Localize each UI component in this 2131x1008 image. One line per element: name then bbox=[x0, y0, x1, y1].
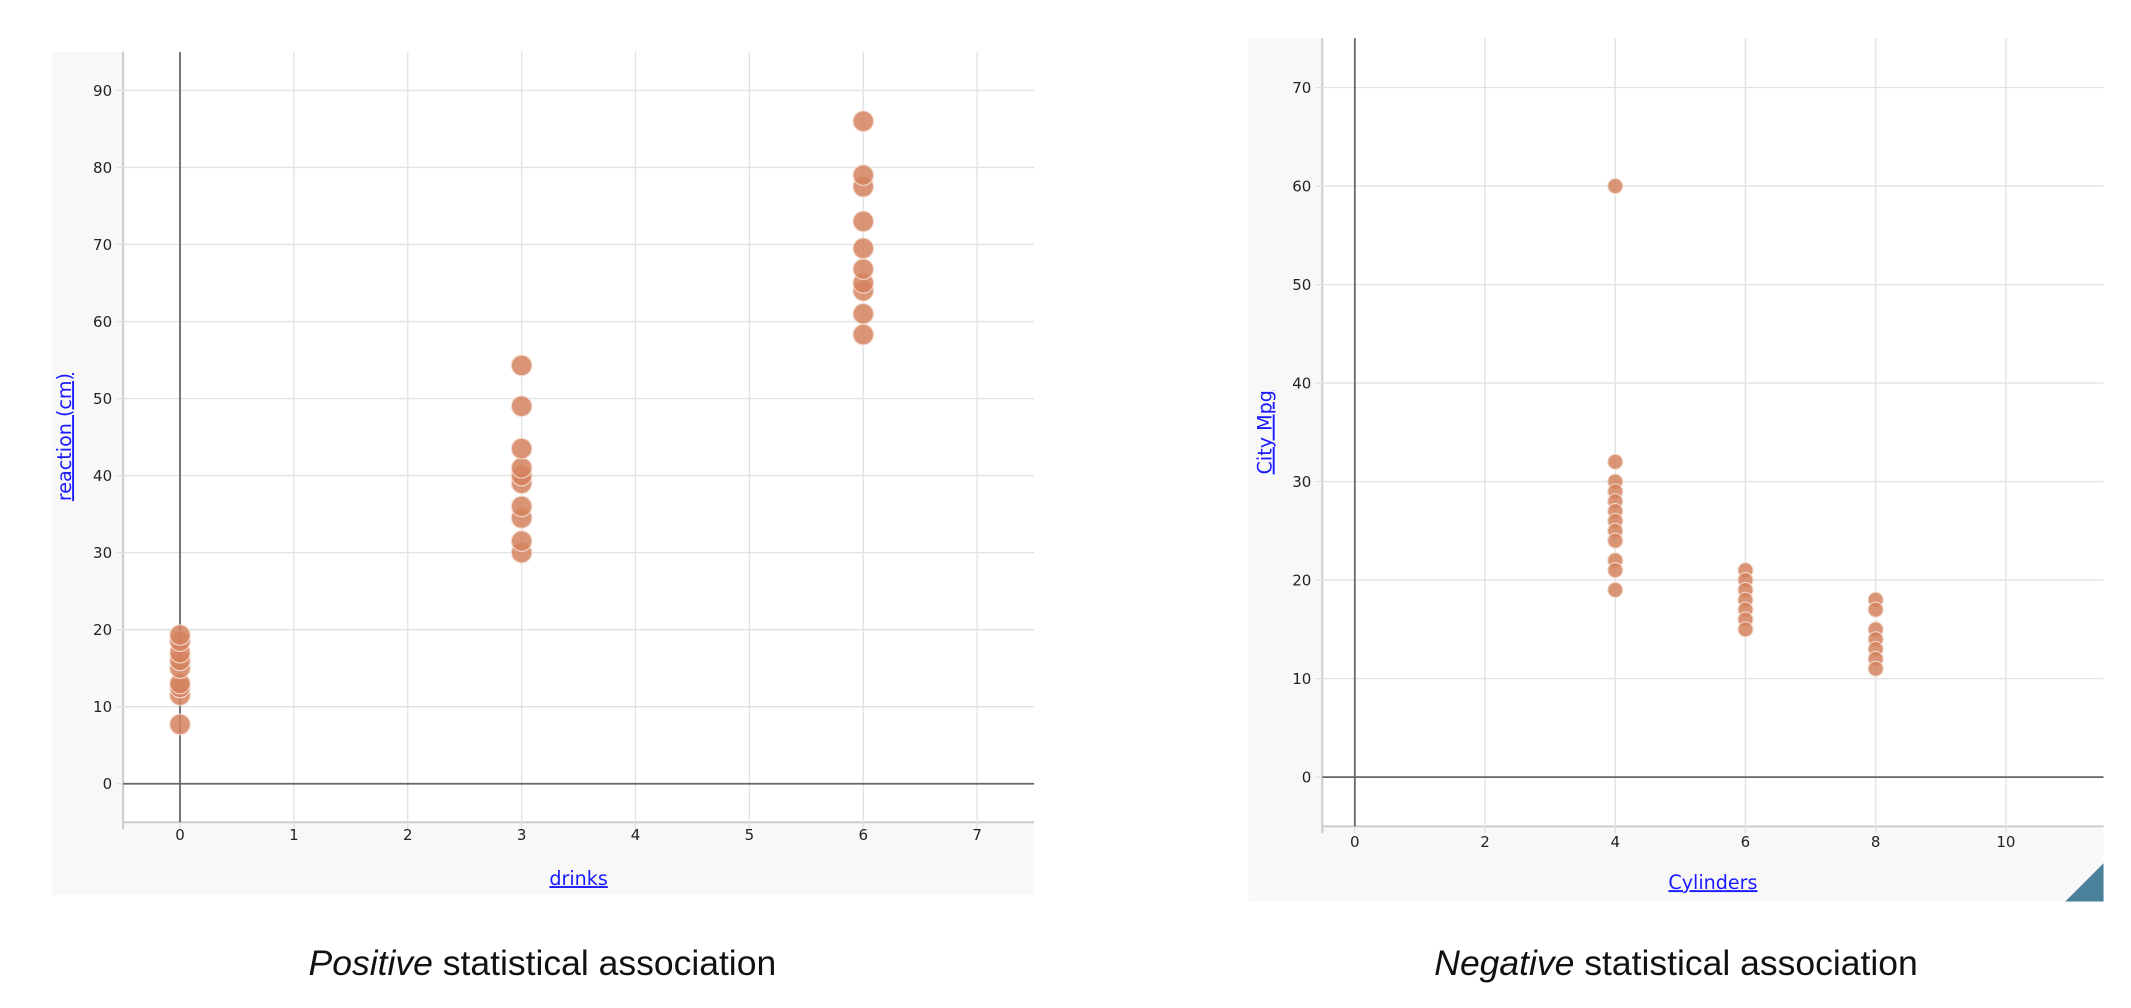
x-tick-label: 0 bbox=[175, 826, 185, 844]
x-axis-label[interactable]: Cylinders bbox=[1668, 871, 1757, 894]
data-point bbox=[1607, 581, 1624, 598]
x-tick-label: 0 bbox=[1350, 833, 1360, 851]
data-point bbox=[852, 237, 875, 260]
data-point bbox=[510, 457, 533, 479]
y-tick-label: 60 bbox=[93, 313, 112, 331]
data-point bbox=[852, 210, 875, 233]
y-tick-label: 0 bbox=[103, 775, 113, 793]
y-tick-label: 80 bbox=[93, 159, 112, 177]
x-axis-label[interactable]: drinks bbox=[549, 867, 607, 890]
data-point bbox=[852, 303, 875, 325]
chart-negative-association: 0 2 4 6 8 10 0 10 20 30 40 50 60 70 Cylinders City Mpg bbox=[1248, 38, 2104, 902]
resize-handle-icon[interactable] bbox=[2065, 863, 2104, 902]
y-tick-label: 60 bbox=[1292, 177, 1311, 195]
data-point bbox=[852, 164, 875, 186]
x-tick-label: 2 bbox=[1480, 833, 1490, 851]
data-point bbox=[1607, 177, 1624, 195]
plot-area bbox=[1322, 38, 2104, 827]
x-tick-label: 6 bbox=[858, 826, 868, 844]
x-tick-label: 7 bbox=[972, 826, 982, 844]
data-point bbox=[510, 395, 533, 418]
y-tick-label: 40 bbox=[1292, 375, 1311, 393]
y-axis-label[interactable]: reaction (cm) bbox=[53, 373, 76, 501]
y-tick-label: 0 bbox=[1302, 769, 1312, 787]
y-tick-label: 70 bbox=[1292, 79, 1311, 97]
data-point bbox=[510, 495, 533, 518]
y-tick-label: 20 bbox=[1292, 572, 1311, 590]
y-tick-label: 50 bbox=[1292, 276, 1311, 294]
y-tick-label: 10 bbox=[1292, 670, 1311, 688]
chart-positive-association: 0 1 2 3 4 5 6 70102030405060708090drinksreactio… bbox=[52, 51, 1035, 895]
y-tick-label: 20 bbox=[93, 621, 112, 639]
y-tick-label: 30 bbox=[93, 544, 112, 562]
x-tick-label: 10 bbox=[1996, 833, 2015, 851]
plot-area bbox=[123, 51, 1035, 823]
caption-negative: Negative statistical association bbox=[1434, 943, 1917, 983]
x-tick-label: 8 bbox=[1871, 833, 1881, 851]
data-point bbox=[1607, 562, 1624, 579]
x-tick-label: 4 bbox=[1610, 833, 1620, 851]
y-tick-label: 30 bbox=[1292, 473, 1311, 491]
caption-positive: Positive statistical association bbox=[309, 943, 777, 983]
data-point bbox=[1607, 532, 1624, 549]
x-tick-label: 2 bbox=[403, 826, 413, 844]
data-point bbox=[510, 354, 533, 377]
data-point bbox=[1607, 453, 1624, 470]
data-point bbox=[169, 624, 191, 646]
x-tick-label: 3 bbox=[517, 826, 527, 844]
data-point bbox=[169, 713, 191, 736]
data-point bbox=[1867, 601, 1884, 618]
y-tick-label: 90 bbox=[93, 82, 112, 100]
y-tick-label: 10 bbox=[93, 698, 112, 716]
data-point bbox=[1737, 621, 1754, 638]
x-tick-label: 1 bbox=[289, 826, 299, 844]
data-point bbox=[510, 437, 533, 460]
y-tick-label: 40 bbox=[93, 467, 112, 485]
y-tick-label: 70 bbox=[93, 236, 112, 254]
data-point bbox=[852, 258, 875, 280]
data-point bbox=[1867, 660, 1884, 677]
data-point bbox=[852, 110, 875, 133]
x-tick-label: 4 bbox=[631, 826, 641, 844]
x-tick-label: 6 bbox=[1741, 833, 1751, 851]
y-tick-label: 50 bbox=[93, 390, 112, 408]
y-axis-label[interactable]: City Mpg bbox=[1254, 390, 1277, 474]
data-point bbox=[852, 323, 875, 346]
x-tick-label: 5 bbox=[745, 826, 755, 844]
data-point bbox=[510, 530, 533, 552]
